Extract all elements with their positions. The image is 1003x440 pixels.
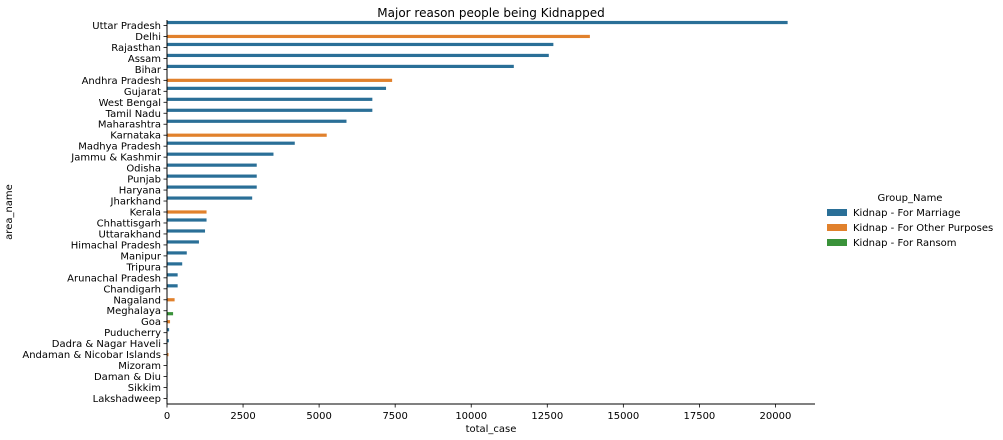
category-label: Rajasthan <box>111 43 161 54</box>
x-tick-label: 2500 <box>230 411 255 422</box>
x-ticks: 0 2500 5000 7500 10000 12500 15000 17500 20000 <box>164 404 792 422</box>
bar-haryana <box>167 185 257 189</box>
category-label: Madhya Pradesh <box>78 142 161 153</box>
category-label: Tamil Nadu <box>105 109 161 120</box>
bar-arunachal-pradesh <box>167 273 178 277</box>
bar-tamil-nadu <box>167 108 373 112</box>
category-label: Odisha <box>126 164 161 175</box>
x-tick-label: 15000 <box>607 411 639 422</box>
bar-uttar-pradesh <box>167 20 788 25</box>
category-label: Himachal Pradesh <box>71 240 161 251</box>
x-tick-label: 20000 <box>760 411 792 422</box>
bar-meghalaya <box>167 312 174 316</box>
bar-west-bengal <box>167 97 373 101</box>
category-label: Dadra & Nagar Haveli <box>52 339 161 350</box>
bar-chandigarh <box>167 284 178 288</box>
bar-chhattisgarh <box>167 218 207 222</box>
x-axis-label: total_case <box>466 424 517 435</box>
bar-delhi <box>167 34 590 39</box>
category-label: Puducherry <box>104 328 161 339</box>
bar-kerala <box>167 210 207 214</box>
bar-himachal-pradesh <box>167 240 199 244</box>
bar-gujarat <box>167 86 387 90</box>
bar-goa <box>167 320 171 324</box>
bar-assam <box>167 53 549 58</box>
bar-karnataka <box>167 133 327 137</box>
x-tick-label: 5000 <box>306 411 331 422</box>
category-label: Manipur <box>120 251 162 262</box>
x-tick-label: 17500 <box>683 411 715 422</box>
bar-uttarakhand <box>167 229 206 233</box>
category-label: Nagaland <box>113 295 161 306</box>
category-label: Bihar <box>135 65 162 76</box>
legend-swatch <box>827 239 847 246</box>
bar-tripura <box>167 262 183 266</box>
legend-swatch <box>827 209 847 216</box>
category-label: Andaman & Nicobar Islands <box>22 350 161 361</box>
legend-swatch <box>827 224 847 231</box>
category-label: Arunachal Pradesh <box>67 273 161 284</box>
legend-title: Group_Name <box>878 193 943 204</box>
category-label: Punjab <box>127 175 161 186</box>
category-label: Chhattisgarh <box>97 218 161 229</box>
category-label: Gujarat <box>124 87 161 98</box>
bar-jammu-kashmir <box>167 152 274 156</box>
legend-label: Kidnap - For Other Purposes <box>853 223 993 234</box>
category-labels: Uttar PradeshDelhiRajasthanAssamBiharAnd… <box>22 21 167 405</box>
x-tick-label: 0 <box>164 411 170 422</box>
category-label: Uttarakhand <box>99 229 161 240</box>
category-label: Daman & Diu <box>94 372 161 383</box>
bar-nagaland <box>167 298 175 302</box>
legend-label: Kidnap - For Ransom <box>853 238 957 249</box>
y-axis-label: area_name <box>4 184 15 240</box>
category-label: Mizoram <box>118 361 161 372</box>
category-label: Jammu & Kashmir <box>70 153 162 164</box>
category-label: Meghalaya <box>106 306 161 317</box>
legend-label: Kidnap - For Marriage <box>853 208 960 219</box>
x-tick-label: 10000 <box>455 411 487 422</box>
bar-dadra-nagar-haveli <box>167 339 169 343</box>
bar-odisha <box>167 163 257 167</box>
x-tick-label: 7500 <box>382 411 407 422</box>
bars-group <box>167 20 788 398</box>
category-label: Goa <box>141 317 161 328</box>
category-label: Assam <box>128 54 161 65</box>
category-label: Sikkim <box>128 383 161 394</box>
category-label: Tripura <box>126 262 161 273</box>
legend: Group_Name Kidnap - For Marriage Kidnap -… <box>827 193 993 249</box>
bar-andaman-nicobar-islands <box>167 353 169 357</box>
category-label: Delhi <box>135 32 161 43</box>
bar-madhya-pradesh <box>167 141 295 145</box>
bar-punjab <box>167 174 257 178</box>
category-label: Andhra Pradesh <box>82 76 161 87</box>
category-label: Maharashtra <box>98 120 161 131</box>
x-tick-label: 12500 <box>531 411 563 422</box>
category-label: West Bengal <box>99 98 161 109</box>
category-label: Uttar Pradesh <box>92 21 161 32</box>
bar-andhra-pradesh <box>167 78 393 82</box>
bar-bihar <box>167 64 514 69</box>
bar-puducherry <box>167 328 170 332</box>
category-label: Jharkhand <box>110 197 161 208</box>
category-label: Kerala <box>130 208 161 219</box>
category-label: Lakshadweep <box>93 394 161 405</box>
bar-rajasthan <box>167 42 554 47</box>
category-label: Chandigarh <box>103 284 161 295</box>
bar-maharashtra <box>167 119 347 123</box>
category-label: Karnataka <box>110 131 161 142</box>
chart-title: Major reason people being Kidnapped <box>377 6 604 20</box>
category-label: Haryana <box>119 186 161 197</box>
bar-manipur <box>167 251 187 255</box>
bar-jharkhand <box>167 196 253 200</box>
